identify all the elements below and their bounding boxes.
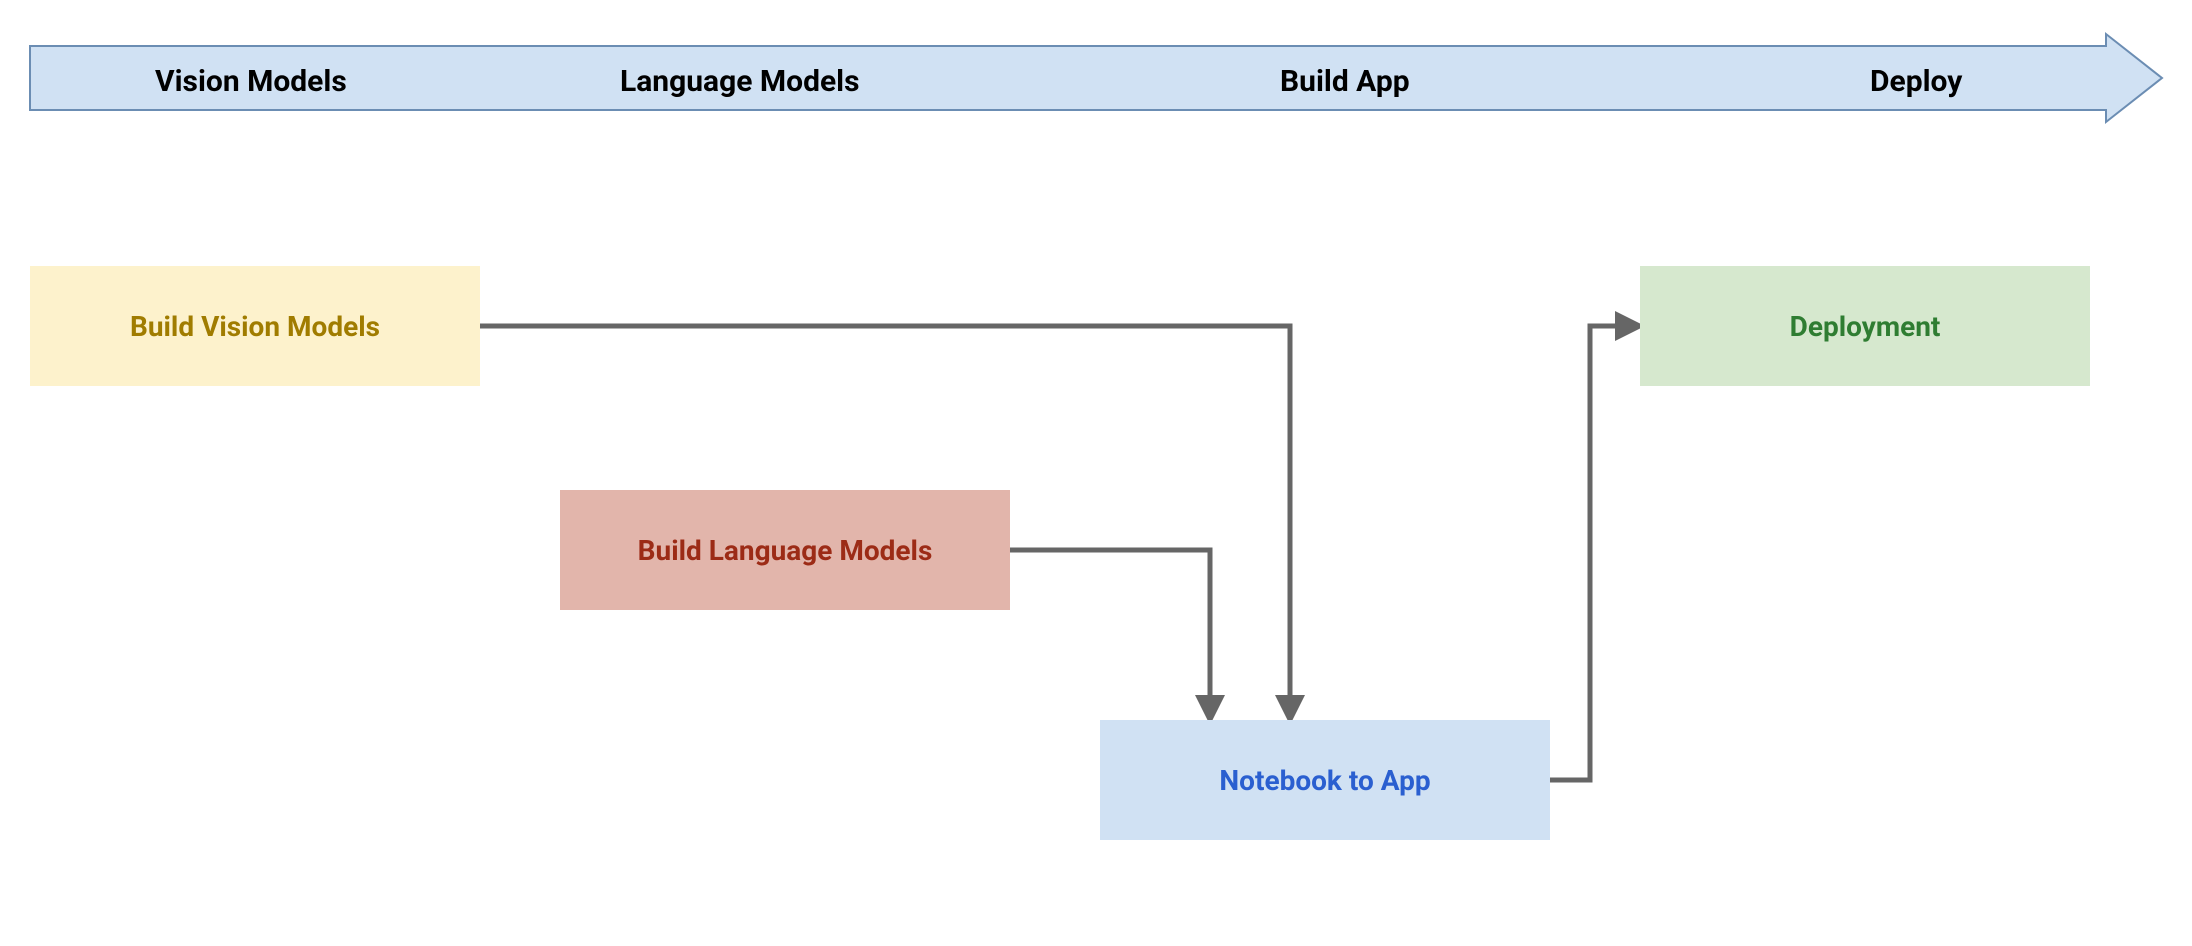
diagram-canvas: Vision Models Language Models Build App … bbox=[0, 0, 2192, 946]
node-build-language-models: Build Language Models bbox=[560, 490, 1010, 610]
node-notebook-to-app: Notebook to App bbox=[1100, 720, 1550, 840]
node-label: Deployment bbox=[1790, 310, 1941, 343]
node-build-vision-models: Build Vision Models bbox=[30, 266, 480, 386]
edge-e-app-to-deploy bbox=[1550, 326, 1640, 780]
header-label-language: Language Models bbox=[620, 64, 860, 99]
edge-e-lang-to-app bbox=[1010, 550, 1210, 720]
node-label: Build Vision Models bbox=[130, 310, 380, 343]
header-label-build: Build App bbox=[1280, 64, 1410, 99]
header-label-deploy: Deploy bbox=[1870, 64, 1962, 99]
header-arrow bbox=[30, 34, 2162, 122]
header-arrow-svg bbox=[0, 0, 2192, 946]
node-deployment: Deployment bbox=[1640, 266, 2090, 386]
node-label: Build Language Models bbox=[638, 534, 933, 567]
header-label-vision: Vision Models bbox=[155, 64, 347, 99]
node-label: Notebook to App bbox=[1219, 764, 1430, 797]
